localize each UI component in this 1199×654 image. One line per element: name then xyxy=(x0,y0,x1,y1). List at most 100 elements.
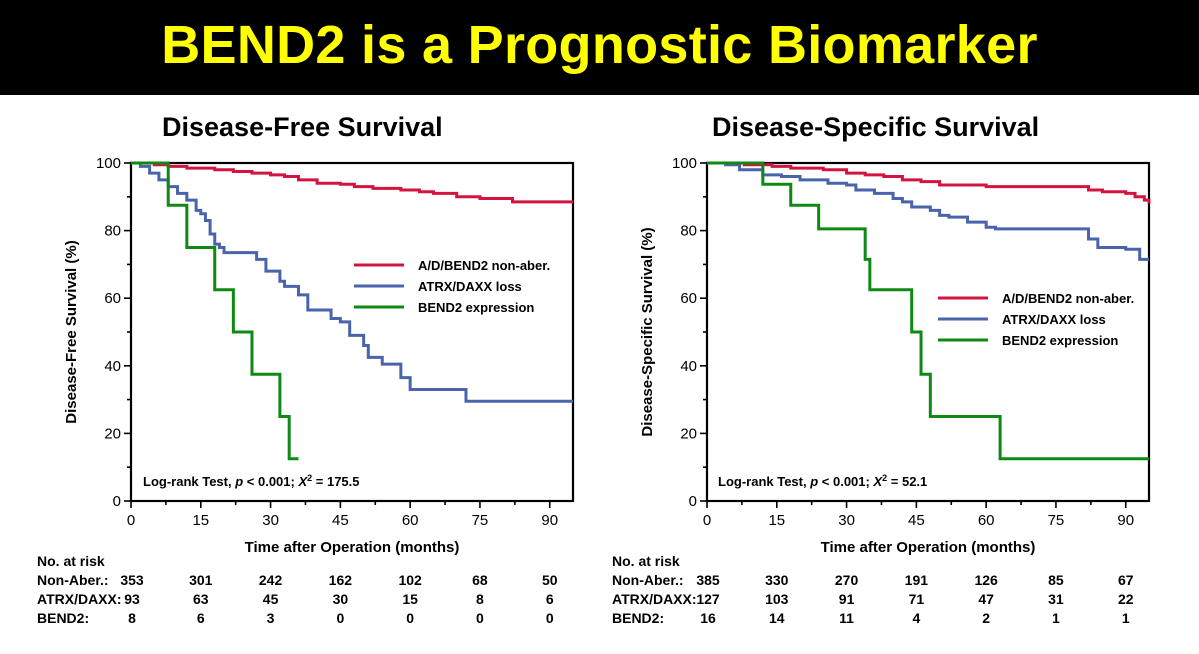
dss-risk-value: 385 xyxy=(696,572,720,588)
dss-risk-row-label: BEND2: xyxy=(612,610,665,626)
dss-legend-label: BEND2 expression xyxy=(1002,333,1118,348)
dss-risk-value: 126 xyxy=(974,572,998,588)
dfs-risk-value: 8 xyxy=(128,610,136,626)
dfs-x-tick-label: 30 xyxy=(262,512,279,529)
dfs-legend-label: BEND2 expression xyxy=(418,300,534,315)
dss-legend-label: ATRX/DAXX loss xyxy=(1002,312,1106,327)
dfs-risk-value: 15 xyxy=(402,591,418,607)
dfs-y-axis-label: Disease-Free Survival (%) xyxy=(63,240,80,423)
dfs-y-tick-label: 100 xyxy=(96,155,121,172)
dfs-risk-header: No. at risk xyxy=(37,553,105,569)
dfs-risk-value: 353 xyxy=(120,572,144,588)
dss-x-tick-label: 30 xyxy=(838,512,855,529)
dfs-logrank-annotation: Log-rank Test, p < 0.001; X2 = 175.5 xyxy=(143,473,360,489)
dss-y-tick-label: 40 xyxy=(680,358,697,375)
dss-risk-value: 71 xyxy=(908,591,925,607)
dss-risk-value: 103 xyxy=(765,591,789,607)
dfs-risk-value: 162 xyxy=(328,572,353,588)
dss-y-tick-label: 0 xyxy=(689,493,697,510)
dss-x-axis-label: Time after Operation (months) xyxy=(821,539,1036,556)
dss-x-tick-label: 75 xyxy=(1048,512,1065,529)
dfs-risk-value: 30 xyxy=(332,591,349,607)
dfs-x-tick-label: 60 xyxy=(402,512,419,529)
dss-risk-value: 14 xyxy=(768,610,785,626)
dss-risk-value: 2 xyxy=(982,610,991,626)
dfs-risk-value: 102 xyxy=(398,572,422,588)
dfs-risk-value: 45 xyxy=(262,591,279,607)
dss-x-tick-label: 15 xyxy=(768,512,785,529)
dss-risk-header: No. at risk xyxy=(612,553,680,569)
chart-title-dss: Disease-Specific Survival xyxy=(712,112,1040,142)
dfs-x-tick-label: 90 xyxy=(541,512,558,529)
dss-risk-value: 67 xyxy=(1117,572,1134,588)
dss-risk-row-label: ATRX/DAXX: xyxy=(612,591,697,607)
dss-risk-value: 91 xyxy=(838,591,855,607)
dfs-risk-value: 242 xyxy=(258,572,283,588)
dfs-x-tick-label: 75 xyxy=(472,512,489,529)
dss-series-atrx-daxx-loss xyxy=(707,161,1149,261)
dfs-risk-value: 8 xyxy=(476,591,484,607)
dfs-risk-value: 63 xyxy=(192,591,209,607)
dfs-risk-row-label: ATRX/DAXX: xyxy=(37,591,122,607)
dss-risk-value: 1 xyxy=(1052,610,1060,626)
dss-plot-frame xyxy=(705,161,1151,503)
dfs-risk-value: 0 xyxy=(545,610,554,626)
dss-y-tick-label: 100 xyxy=(672,155,697,172)
dfs-legend-label: A/D/BEND2 non-aber. xyxy=(418,258,550,273)
dss-risk-value: 191 xyxy=(904,572,929,588)
dss-x-tick-label: 0 xyxy=(703,512,711,529)
dfs-legend-label: ATRX/DAXX loss xyxy=(418,279,522,294)
dss-risk-value: 31 xyxy=(1048,591,1064,607)
dss-x-tick-label: 90 xyxy=(1117,512,1134,529)
page-title: BEND2 is a Prognostic Biomarker xyxy=(161,14,1038,75)
dss-series-bend2-expression xyxy=(707,161,1149,461)
dss-risk-value: 16 xyxy=(700,610,716,626)
dss-y-tick-label: 60 xyxy=(680,290,697,307)
dfs-x-tick-label: 45 xyxy=(332,512,349,529)
dfs-risk-row-label: Non-Aber.: xyxy=(37,572,109,588)
dfs-risk-value: 301 xyxy=(189,572,213,588)
dss-risk-row-label: Non-Aber.: xyxy=(612,572,684,588)
title-banner: BEND2 is a Prognostic Biomarker xyxy=(0,0,1199,95)
dfs-y-tick-label: 40 xyxy=(104,358,121,375)
dss-y-axis-label: Disease-Specific Survival (%) xyxy=(639,227,656,436)
dss-x-tick-label: 45 xyxy=(908,512,925,529)
dfs-x-tick-label: 0 xyxy=(127,512,135,529)
dfs-risk-value: 50 xyxy=(541,572,558,588)
dfs-risk-value: 0 xyxy=(476,610,484,626)
dfs-series-a-d-bend2-non-aber xyxy=(131,161,573,204)
dfs-risk-value: 6 xyxy=(196,610,205,626)
dfs-y-tick-label: 80 xyxy=(104,223,121,240)
dss-y-tick-label: 80 xyxy=(680,223,697,240)
dss-series-a-d-bend2-non-aber xyxy=(707,161,1151,204)
dss-y-tick-label: 20 xyxy=(680,425,697,442)
dss-risk-value: 47 xyxy=(978,591,994,607)
dfs-risk-row-label: BEND2: xyxy=(37,610,90,626)
dss-risk-value: 11 xyxy=(839,610,854,626)
dfs-x-axis-label: Time after Operation (months) xyxy=(245,539,460,556)
dfs-y-tick-label: 0 xyxy=(113,493,121,510)
dfs-risk-value: 93 xyxy=(124,591,140,607)
dfs-x-tick-label: 15 xyxy=(192,512,209,529)
dfs-y-tick-label: 60 xyxy=(104,290,121,307)
dss-legend-label: A/D/BEND2 non-aber. xyxy=(1002,291,1134,306)
dfs-risk-value: 6 xyxy=(545,591,554,607)
chart-title-dfs: Disease-Free Survival xyxy=(162,112,443,142)
dss-logrank-annotation: Log-rank Test, p < 0.001; X2 = 52.1 xyxy=(718,473,927,489)
dss-risk-value: 127 xyxy=(696,591,720,607)
dfs-risk-value: 0 xyxy=(406,610,415,626)
dfs-series-atrx-daxx-loss xyxy=(131,161,573,403)
dss-risk-value: 330 xyxy=(765,572,789,588)
dfs-risk-value: 68 xyxy=(472,572,488,588)
dfs-risk-value: 3 xyxy=(266,610,275,626)
dss-risk-value: 22 xyxy=(1117,591,1134,607)
dfs-risk-value: 0 xyxy=(336,610,345,626)
dss-risk-value: 4 xyxy=(912,610,921,626)
dss-risk-value: 85 xyxy=(1048,572,1064,588)
dfs-series-bend2-expression xyxy=(131,161,299,461)
dss-risk-value: 1 xyxy=(1121,610,1130,626)
dss-risk-value: 270 xyxy=(834,572,859,588)
dss-x-tick-label: 60 xyxy=(978,512,995,529)
